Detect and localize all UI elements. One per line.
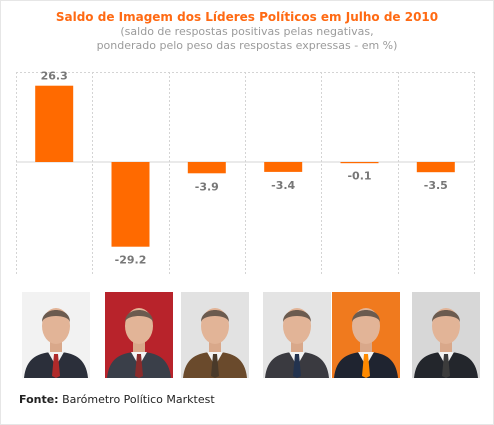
value-label-6: -3.5 (424, 179, 448, 192)
value-labels: 26.3 -29.2 -3.9 -3.4 -0.1 -3.5 (41, 70, 448, 267)
value-label-4: -3.4 (271, 179, 295, 192)
chart-subtitle-line-2: ponderado pelo peso das respostas expres… (96, 39, 398, 52)
bar-2 (111, 162, 150, 247)
chart-title: Saldo de Imagem dos Líderes Políticos em… (55, 10, 439, 24)
portrait-6 (412, 292, 480, 378)
portrait-1 (22, 292, 90, 378)
portrait-2 (105, 292, 173, 378)
person-icon (107, 308, 171, 378)
bar-6 (416, 162, 455, 173)
person-icon (334, 308, 398, 378)
value-label-2: -29.2 (115, 254, 147, 267)
person-icon (265, 308, 329, 378)
value-label-1: 26.3 (41, 70, 68, 83)
person-icon (24, 308, 88, 378)
bars (35, 85, 455, 247)
value-label-3: -3.9 (195, 180, 219, 193)
source-note: Fonte: Barómetro Político Marktest (19, 393, 215, 406)
chart-subtitle-line-1: (saldo de respostas positivas pelas nega… (120, 25, 374, 38)
gridlines (16, 72, 475, 276)
person-icon (414, 308, 478, 378)
bar-4 (264, 162, 303, 172)
bar-3 (187, 162, 226, 174)
bar-1 (35, 85, 74, 162)
portrait-3 (181, 292, 249, 378)
source-text: Barómetro Político Marktest (62, 393, 215, 406)
bar-5 (340, 162, 379, 164)
source-label: Fonte: (19, 393, 59, 406)
person-icon (183, 308, 247, 378)
portrait-4 (263, 292, 331, 378)
value-label-5: -0.1 (347, 169, 371, 182)
bar-chart: 26.3 -29.2 -3.9 -3.4 -0.1 -3.5 (16, 70, 475, 276)
portrait-5 (332, 292, 400, 378)
